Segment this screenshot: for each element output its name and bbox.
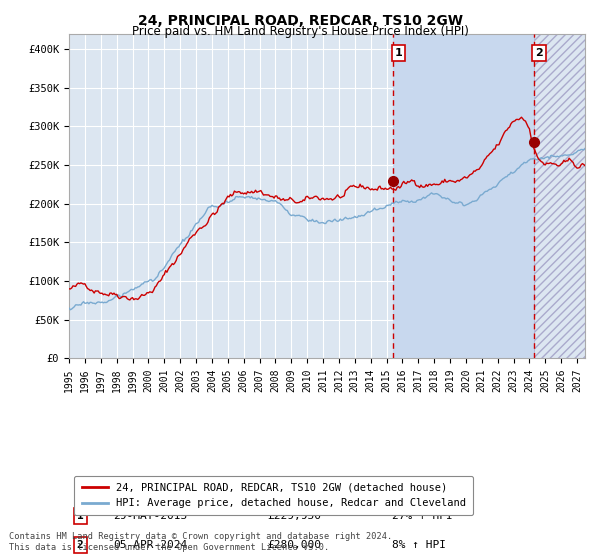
Text: 27% ↑ HPI: 27% ↑ HPI — [392, 511, 452, 521]
Text: 1: 1 — [77, 511, 83, 521]
Text: £229,950: £229,950 — [268, 511, 322, 521]
Text: £280,000: £280,000 — [268, 540, 322, 550]
Bar — [533, 34, 600, 358]
Text: 2: 2 — [77, 540, 83, 550]
Text: 8% ↑ HPI: 8% ↑ HPI — [392, 540, 445, 550]
Bar — [393, 34, 533, 358]
Text: Contains HM Land Registry data © Crown copyright and database right 2024.
This d: Contains HM Land Registry data © Crown c… — [9, 532, 392, 552]
Text: 24, PRINCIPAL ROAD, REDCAR, TS10 2GW: 24, PRINCIPAL ROAD, REDCAR, TS10 2GW — [137, 14, 463, 28]
Text: 05-APR-2024: 05-APR-2024 — [113, 540, 187, 550]
Text: 29-MAY-2015: 29-MAY-2015 — [113, 511, 187, 521]
Text: 2: 2 — [535, 48, 543, 58]
Legend: 24, PRINCIPAL ROAD, REDCAR, TS10 2GW (detached house), HPI: Average price, detac: 24, PRINCIPAL ROAD, REDCAR, TS10 2GW (de… — [74, 475, 473, 515]
Text: Price paid vs. HM Land Registry's House Price Index (HPI): Price paid vs. HM Land Registry's House … — [131, 25, 469, 38]
Text: 1: 1 — [395, 48, 403, 58]
